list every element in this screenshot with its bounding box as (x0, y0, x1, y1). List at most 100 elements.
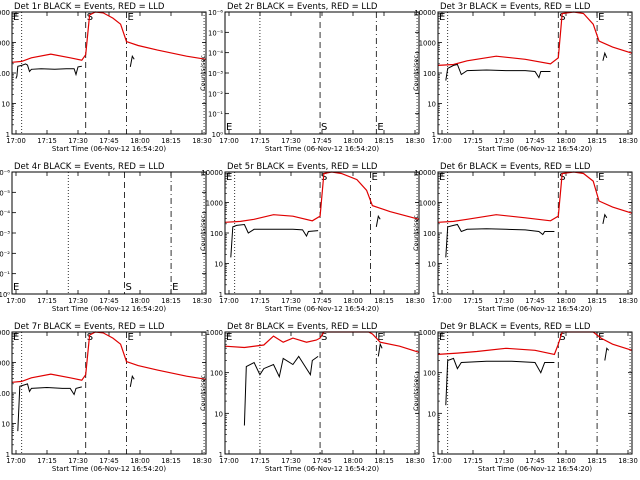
y-tick-label: 100 (423, 230, 436, 238)
x-tick-label: 17:15 (463, 137, 483, 145)
panel-2: Det 2r BLACK = Events, RED = LLD Counts/s… (199, 2, 425, 153)
marker-label-E: E (13, 332, 19, 343)
y-tick-label: 10 (214, 410, 223, 418)
y-tick-label: 10⁻⁵ (0, 189, 10, 197)
y-tick-label: 10 (214, 261, 223, 269)
marker-label-E: E (172, 282, 178, 293)
x-axis-label: Start Time (06-Nov-12 16:54:20) (52, 465, 166, 473)
marker-label-E: E (127, 12, 133, 23)
x-tick-label: 18:00 (343, 457, 363, 465)
lld-series-line (437, 11, 633, 66)
y-tick-label: 1 (432, 291, 436, 299)
y-tick-label: 10⁻³ (0, 230, 10, 238)
events-series-line (445, 223, 555, 258)
y-tick-label: 100 (210, 230, 223, 238)
panel-title: Det 9r BLACK = Events, RED = LLD (440, 322, 591, 332)
marker-label-E: E (226, 122, 232, 133)
x-tick-label: 17:30 (68, 137, 88, 145)
x-tick-label: 18:00 (130, 137, 150, 145)
x-tick-label: 17:30 (494, 137, 514, 145)
x-tick-label: 18:00 (343, 137, 363, 145)
events-series-line (230, 223, 319, 258)
x-tick-label: 17:30 (494, 297, 514, 305)
marker-label-E: E (226, 172, 232, 183)
marker-label-E: E (13, 282, 19, 293)
y-tick-label: 100 (210, 370, 223, 378)
panel-4: Det 4r BLACK = Events, RED = LLD Counts/s… (0, 162, 212, 313)
x-tick-label: 17:45 (99, 297, 119, 305)
x-tick-label: 17:00 (432, 457, 452, 465)
y-tick-label: 10⁻² (208, 90, 223, 98)
y-tick-label: 100 (423, 370, 436, 378)
x-tick-label: 18:00 (130, 457, 150, 465)
x-tick-label: 17:15 (37, 457, 57, 465)
y-tick-label: 10⁻¹ (208, 111, 223, 119)
panel-title: Det 2r BLACK = Events, RED = LLD (227, 2, 378, 12)
marker-label-E: E (377, 332, 383, 343)
x-tick-label: 18:15 (374, 457, 394, 465)
y-tick-label: 10 (1, 421, 10, 429)
plot-frame (437, 11, 633, 135)
events-series-line (445, 63, 551, 81)
lld-series-line (11, 11, 207, 63)
marker-label-E: E (439, 332, 445, 343)
y-axis-label: Counts/sec (199, 215, 207, 251)
y-tick-label: 10 (1, 101, 10, 109)
marker-label-E: E (377, 122, 383, 133)
events-series-line (375, 214, 381, 227)
plot-frame (224, 331, 420, 455)
y-tick-label: 1 (219, 451, 223, 459)
x-axis-label: Start Time (06-Nov-12 16:54:20) (478, 465, 592, 473)
x-tick-label: 18:30 (618, 457, 638, 465)
y-tick-label: 10⁰ (212, 131, 224, 139)
y-axis-label: Counts/sec (412, 215, 420, 251)
x-tick-label: 18:30 (192, 457, 212, 465)
x-tick-label: 17:00 (219, 297, 239, 305)
panel-8: Det 8r BLACK = Events, RED = LLD Counts/s… (199, 322, 425, 473)
x-tick-label: 17:00 (6, 297, 26, 305)
y-tick-label: 10 (427, 261, 436, 269)
panel-1: Det 1r BLACK = Events, RED = LLD Counts/s… (0, 2, 212, 153)
plot-frame (224, 11, 420, 135)
y-tick-label: 10⁻⁴ (208, 50, 223, 58)
x-tick-label: 18:30 (192, 137, 212, 145)
y-tick-label: 10000 (414, 169, 436, 177)
y-tick-label: 100 (0, 390, 10, 398)
x-tick-label: 17:45 (312, 137, 332, 145)
x-tick-label: 17:30 (281, 137, 301, 145)
panel-title: Det 8r BLACK = Events, RED = LLD (227, 322, 378, 332)
lld-series-line (224, 171, 420, 223)
marker-label-S: S (559, 332, 565, 343)
lld-series-line (437, 171, 633, 223)
plot-frame (224, 171, 420, 295)
y-tick-label: 1 (6, 131, 10, 139)
panel-5: Det 5r BLACK = Events, RED = LLD Counts/s… (199, 162, 425, 313)
lld-series-line (224, 331, 420, 353)
plot-frame (437, 171, 633, 295)
x-tick-label: 17:30 (68, 297, 88, 305)
y-tick-label: 10⁻⁶ (0, 169, 10, 177)
plot-frame (11, 331, 207, 455)
x-tick-label: 18:15 (587, 137, 607, 145)
y-tick-label: 1000 (0, 360, 10, 368)
x-tick-label: 17:15 (250, 297, 270, 305)
marker-label-E: E (598, 12, 604, 23)
x-tick-label: 17:45 (525, 457, 545, 465)
x-tick-label: 17:00 (432, 297, 452, 305)
panel-6: Det 6r BLACK = Events, RED = LLD Counts/s… (412, 162, 638, 313)
x-tick-label: 18:00 (556, 137, 576, 145)
events-series-line (243, 355, 319, 426)
x-tick-label: 18:00 (556, 457, 576, 465)
marker-label-E: E (226, 332, 232, 343)
events-series-line (602, 213, 608, 225)
y-tick-label: 10⁻⁴ (0, 210, 10, 218)
x-tick-label: 18:15 (374, 137, 394, 145)
y-tick-label: 10 (427, 410, 436, 418)
x-tick-label: 18:00 (130, 297, 150, 305)
y-tick-label: 100 (423, 70, 436, 78)
x-axis-label: Start Time (06-Nov-12 16:54:20) (478, 145, 592, 153)
x-axis-label: Start Time (06-Nov-12 16:54:20) (265, 145, 379, 153)
y-tick-label: 10⁻¹ (0, 271, 10, 279)
marker-label-E: E (598, 172, 604, 183)
y-tick-label: 1000 (419, 329, 436, 337)
